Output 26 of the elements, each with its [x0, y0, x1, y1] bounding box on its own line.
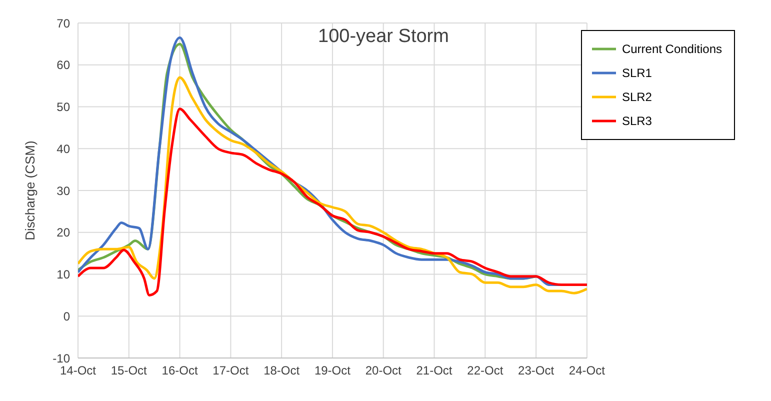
x-tick-label: 17-Oct	[212, 364, 250, 378]
x-tick-label: 24-Oct	[568, 364, 606, 378]
x-tick-label: 15-Oct	[110, 364, 148, 378]
legend-label: SLR1	[622, 66, 652, 80]
y-tick-label: 10	[56, 268, 70, 282]
x-tick-label: 22-Oct	[467, 364, 504, 378]
legend-label: Current Conditions	[622, 42, 722, 56]
y-tick-label: 30	[56, 184, 70, 198]
chart-title: 100-year Storm	[318, 26, 449, 48]
x-tick-label: 20-Oct	[365, 364, 402, 378]
x-tick-label: 21-Oct	[416, 364, 453, 378]
y-tick-label: 0	[63, 309, 70, 324]
x-tick-label: 18-Oct	[264, 364, 300, 378]
y-axis-title: Discharge (CSM)	[22, 140, 38, 240]
x-tick-label: 14-Oct	[60, 364, 97, 378]
legend-label: SLR2	[622, 90, 652, 104]
x-tick-label: 23-Oct	[518, 364, 555, 378]
y-tick-label: 20	[56, 226, 70, 240]
y-tick-label: -10	[52, 351, 70, 366]
legend-label: SLR3	[622, 114, 652, 128]
x-tick-label: 19-Oct	[314, 364, 352, 378]
y-tick-label: 60	[56, 58, 70, 72]
y-tick-label: 70	[56, 16, 70, 30]
y-tick-label: 50	[56, 100, 70, 114]
x-tick-label: 16-Oct	[162, 364, 198, 378]
y-tick-label: 40	[56, 142, 70, 156]
